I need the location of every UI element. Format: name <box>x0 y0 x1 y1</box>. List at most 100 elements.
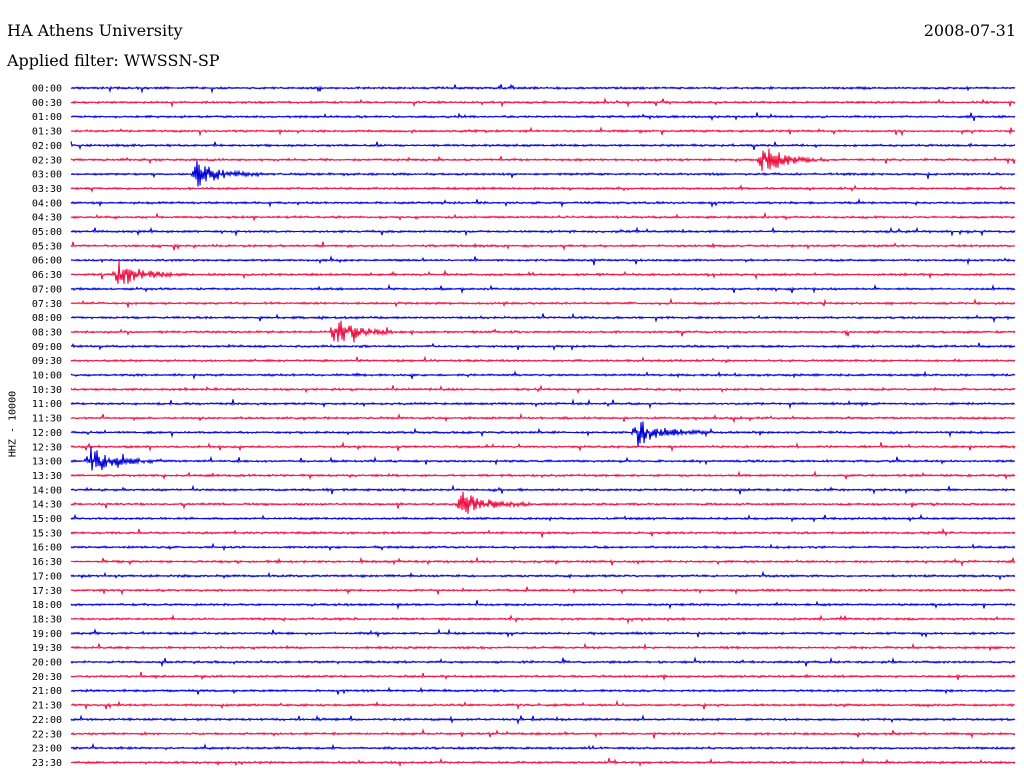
trace-row <box>70 513 1016 523</box>
row-time-label: 00:00 <box>32 84 62 95</box>
row-time-label: 05:00 <box>32 227 62 238</box>
trace-row <box>70 398 1016 410</box>
trace-row <box>70 491 1016 514</box>
trace-row <box>70 671 1016 682</box>
row-time-label: 05:30 <box>32 241 62 252</box>
row-time-label: 01:00 <box>32 112 62 123</box>
trace-row <box>70 600 1016 610</box>
trace-row <box>70 699 1016 711</box>
row-time-label: 06:30 <box>32 270 62 281</box>
trace-row <box>70 470 1016 481</box>
trace-row <box>70 197 1016 209</box>
row-time-label: 18:00 <box>32 600 62 611</box>
trace-row <box>70 226 1016 237</box>
trace-row <box>70 757 1016 768</box>
trace-row <box>70 320 1016 343</box>
row-time-label: 19:30 <box>32 643 62 654</box>
filter-label: Applied filter: WWSSN-SP <box>7 51 220 70</box>
trace-row <box>70 586 1016 596</box>
trace-row <box>70 742 1016 751</box>
row-time-label: 22:00 <box>32 715 62 726</box>
row-time-label: 07:00 <box>32 284 62 295</box>
row-time-label: 16:30 <box>32 557 62 568</box>
row-time-label: 18:30 <box>32 614 62 625</box>
row-time-label: 13:30 <box>32 471 62 482</box>
trace-row <box>70 141 1016 151</box>
row-time-label: 19:00 <box>32 629 62 640</box>
trace-row <box>70 446 1016 471</box>
row-time-label: 20:30 <box>32 672 62 683</box>
trace-row <box>70 384 1016 395</box>
trace-row <box>70 126 1016 137</box>
row-time-label: 22:30 <box>32 729 62 740</box>
row-time-label: 02:00 <box>32 141 62 152</box>
trace-row <box>70 370 1016 381</box>
row-time-label: 10:30 <box>32 385 62 396</box>
row-time-label: 00:30 <box>32 98 62 109</box>
trace-row <box>70 184 1016 193</box>
row-time-label: 04:30 <box>32 213 62 224</box>
row-time-label: 23:30 <box>32 758 62 769</box>
trace-row <box>70 714 1016 726</box>
trace-row <box>70 97 1016 108</box>
row-time-label: 14:00 <box>32 485 62 496</box>
trace-row <box>70 112 1016 122</box>
trace-row <box>70 686 1016 695</box>
row-time-label: 08:00 <box>32 313 62 324</box>
trace-row <box>70 148 1016 172</box>
trace-row <box>70 628 1016 639</box>
row-time-label: 14:30 <box>32 500 62 511</box>
trace-row <box>70 542 1016 552</box>
row-time-label: 10:00 <box>32 371 62 382</box>
trace-row <box>70 83 1016 94</box>
trace-row <box>70 484 1016 495</box>
row-time-label: 12:30 <box>32 442 62 453</box>
row-time-label: 11:30 <box>32 414 62 425</box>
row-time-label: 11:00 <box>32 399 62 410</box>
row-time-label: 02:30 <box>32 155 62 166</box>
row-time-label: 09:30 <box>32 356 62 367</box>
trace-row <box>70 355 1016 364</box>
row-time-label: 21:00 <box>32 686 62 697</box>
trace-row <box>70 260 1016 284</box>
row-time-label: 20:00 <box>32 658 62 669</box>
trace-row <box>70 642 1016 652</box>
row-time-label: 15:30 <box>32 528 62 539</box>
row-time-label: 12:00 <box>32 428 62 439</box>
trace-row <box>70 441 1016 453</box>
row-time-label: 03:30 <box>32 184 62 195</box>
trace-row <box>70 527 1016 538</box>
trace-row <box>70 283 1016 295</box>
row-time-label: 15:00 <box>32 514 62 525</box>
trace-row <box>70 727 1016 739</box>
row-time-label: 04:00 <box>32 198 62 209</box>
trace-row <box>70 570 1016 581</box>
record-date: 2008-07-31 <box>923 21 1016 40</box>
row-time-label: 08:30 <box>32 327 62 338</box>
trace-row <box>70 160 1016 187</box>
row-time-label: 06:00 <box>32 256 62 267</box>
trace-row <box>70 421 1016 447</box>
row-time-label: 17:30 <box>32 586 62 597</box>
row-time-label: 01:30 <box>32 127 62 138</box>
trace-row <box>70 255 1016 266</box>
row-time-label: 21:30 <box>32 701 62 712</box>
trace-row <box>70 312 1016 324</box>
trace-row <box>70 342 1016 352</box>
trace-row <box>70 297 1016 308</box>
row-time-label: 23:00 <box>32 744 62 755</box>
trace-row <box>70 241 1016 251</box>
trace-row <box>70 412 1016 424</box>
station-title: HA Athens University <box>7 21 183 40</box>
trace-row <box>70 556 1016 568</box>
row-time-label: 07:30 <box>32 299 62 310</box>
row-time-label: 16:00 <box>32 543 62 554</box>
trace-row <box>70 656 1016 668</box>
trace-row <box>70 613 1016 625</box>
trace-row <box>70 211 1016 222</box>
row-time-label: 03:00 <box>32 170 62 181</box>
row-time-label: 09:00 <box>32 342 62 353</box>
row-time-label: 17:00 <box>32 571 62 582</box>
row-time-label: 13:00 <box>32 457 62 468</box>
